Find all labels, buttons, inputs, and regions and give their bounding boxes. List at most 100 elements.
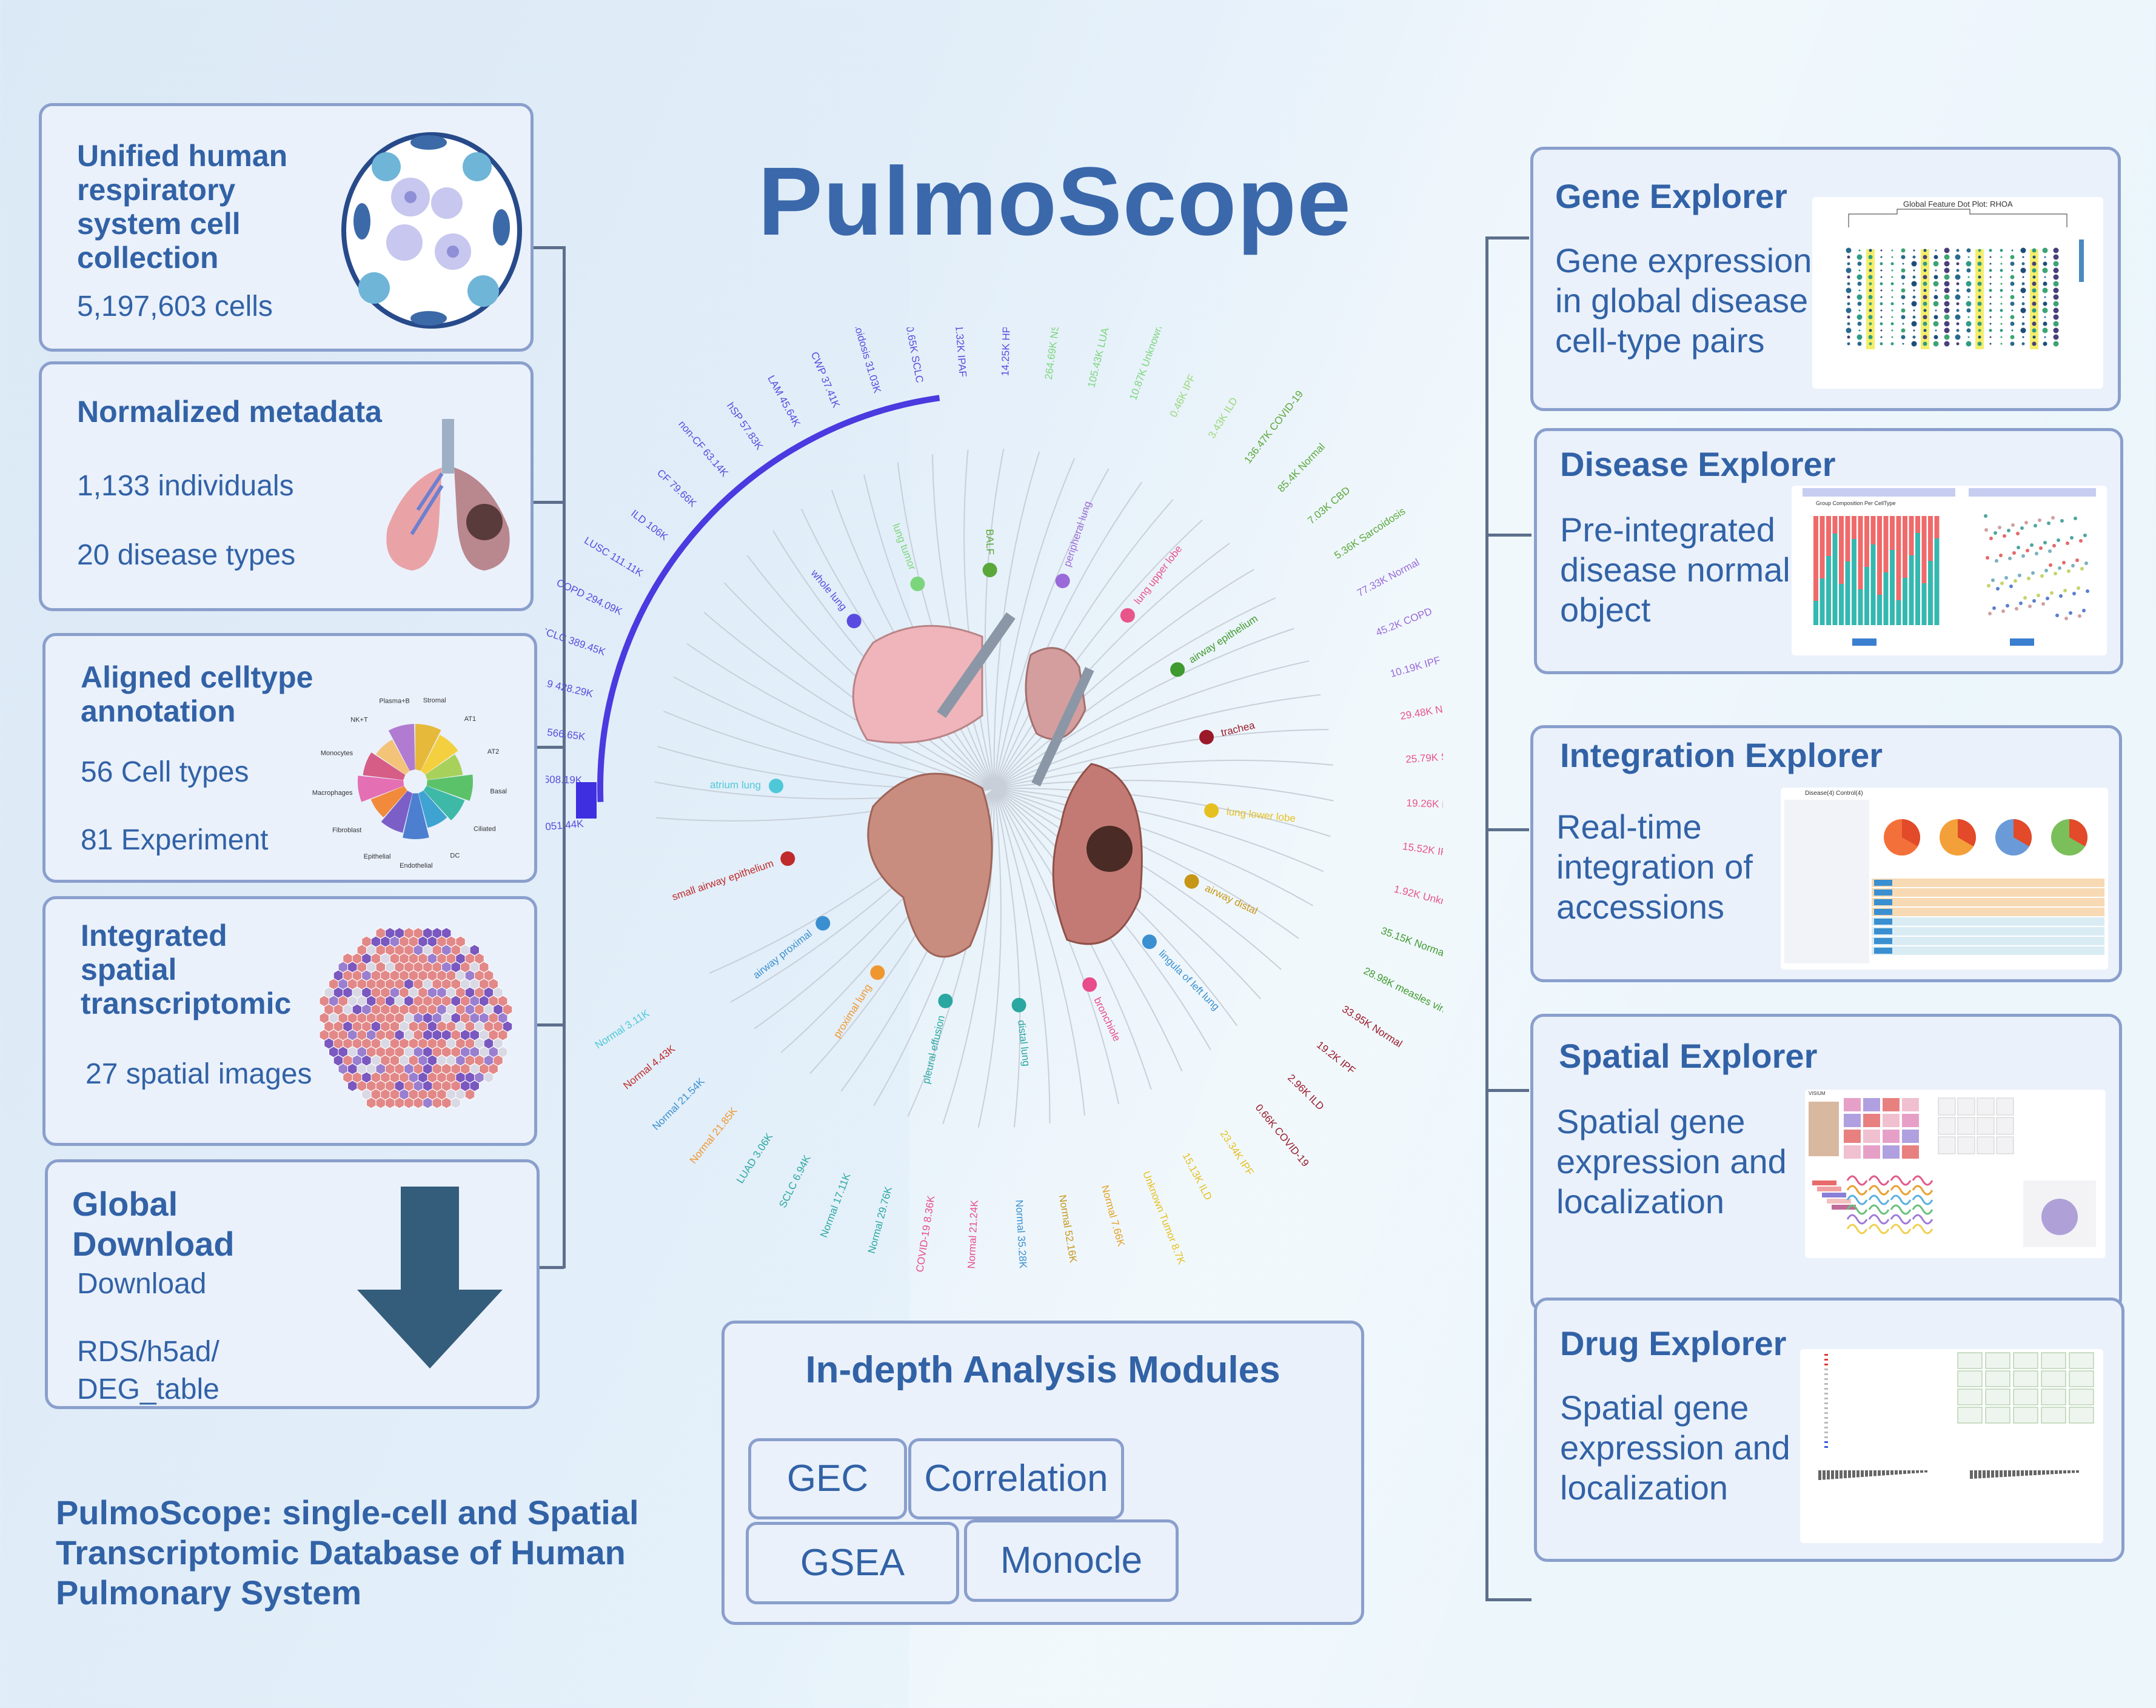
umap-point — [2048, 549, 2052, 553]
gene-explorer-card[interactable]: Gene Explorer Gene expression in global … — [1530, 147, 2121, 411]
module-gsea-button[interactable]: GSEA — [746, 1522, 959, 1604]
drug-rank-bar — [1824, 1422, 1828, 1424]
hex-spot — [385, 1097, 395, 1109]
moa-bar — [2067, 1470, 2071, 1473]
dot — [2011, 249, 2014, 252]
dot — [1944, 321, 1950, 327]
radial-label: 15.13K ILD — [1180, 1151, 1214, 1202]
hex-spot — [441, 1097, 452, 1109]
umap-panel — [1996, 1117, 2014, 1135]
umap-point — [2026, 549, 2029, 552]
umap-point — [2051, 516, 2055, 520]
dotplot-thumbnail[interactable]: Global Feature Dot Plot: RHOA — [1812, 197, 2103, 389]
download-arrow-icon[interactable] — [357, 1187, 503, 1368]
dot — [1944, 274, 1950, 280]
tissue-label: proximal lung — [831, 982, 874, 1040]
dot — [2000, 249, 2003, 252]
wheel-segment — [370, 786, 407, 818]
drug-mini-plot — [2069, 1388, 2094, 1405]
wheel-label: Monocytes — [321, 749, 353, 757]
tree-branch — [994, 569, 1254, 789]
integration-explorer-card[interactable]: Integration Explorer Real-time integrati… — [1530, 725, 2122, 982]
color-scale — [2079, 239, 2084, 282]
umap-point — [2043, 541, 2047, 544]
download-formats[interactable]: RDS/h5ad/ DEG_table — [77, 1336, 219, 1405]
tissue-label: trachea — [1220, 719, 1256, 738]
ridge-line — [1912, 1204, 1933, 1215]
umap-panel — [1938, 1117, 1956, 1135]
highlight-column — [1975, 249, 1984, 349]
umap-point — [2004, 576, 2008, 580]
module-gec-button[interactable]: GEC — [748, 1438, 907, 1519]
dot — [2010, 315, 2015, 320]
umap-point — [2009, 584, 2013, 588]
dot — [1891, 256, 1893, 258]
spatial-thumbnail[interactable]: VISIUM — [1805, 1090, 2106, 1258]
bar-normal — [1832, 534, 1838, 625]
radial-label: 264.69K NSCLC — [1043, 327, 1064, 380]
dot — [1955, 334, 1961, 340]
radial-label: 23.34K IPF — [1218, 1128, 1256, 1177]
moa-bar — [1983, 1470, 1986, 1478]
wheel-label: AT1 — [464, 715, 476, 723]
radial-label: 5.36K Sarcoidosis — [1332, 505, 1407, 561]
module-correlation-button[interactable]: Correlation — [908, 1438, 1124, 1519]
moa-bar — [2004, 1470, 2007, 1477]
wheel-label: Endothelial — [400, 862, 432, 869]
disease-thumbnail[interactable]: Group Composition Per CellType — [1792, 486, 2107, 655]
moa-bar — [1831, 1470, 1834, 1479]
umap-point — [2016, 532, 2020, 535]
right-bracket-tick-1 — [1485, 236, 1529, 239]
wheel-label: DC — [450, 852, 460, 860]
dot — [1935, 249, 1937, 252]
umap-point — [2015, 607, 2018, 611]
integration-thumbnail[interactable]: Disease(4) Control(4) — [1781, 788, 2108, 970]
tissue-node — [1204, 803, 1219, 818]
dot — [1880, 316, 1883, 318]
moa-bar — [2046, 1470, 2049, 1475]
thumbnail-title: Group Composition Per CellType — [1816, 500, 1896, 506]
dot — [1847, 342, 1850, 346]
lung-illustration — [852, 625, 983, 744]
umap-point — [1995, 559, 1998, 563]
dot — [1846, 287, 1852, 293]
dot — [1869, 302, 1872, 306]
drug-thumbnail[interactable] — [1800, 1349, 2103, 1543]
dot — [1911, 301, 1917, 307]
dot — [1967, 316, 1970, 318]
spatial-panel — [1883, 1114, 1900, 1127]
page-title: PulmoScope — [758, 147, 1352, 255]
moa-bar — [2055, 1470, 2058, 1474]
heatmap-row — [1827, 1199, 1851, 1204]
umap-panel — [1938, 1097, 1956, 1116]
drug-rank-bar — [1824, 1432, 1828, 1433]
bar-normal — [1839, 584, 1844, 625]
wheel-segment — [403, 793, 429, 839]
moa-bar — [1861, 1470, 1864, 1477]
moa-bar — [1899, 1470, 1902, 1475]
disease-explorer-card[interactable]: Disease Explorer Pre-integrated disease … — [1534, 428, 2123, 674]
dot — [1933, 315, 1938, 320]
spatial-explorer-card[interactable]: Spatial Explorer Spatial gene expression… — [1530, 1014, 2122, 1312]
tree-branch — [994, 788, 1051, 1124]
moa-bar — [1890, 1470, 1893, 1475]
tissue-node — [1184, 874, 1199, 889]
dot — [1913, 249, 1915, 252]
radial-label: Normal 21.24K — [965, 1199, 980, 1269]
drug-explorer-card[interactable]: Drug Explorer Spatial gene expression an… — [1534, 1298, 2124, 1562]
umap-point — [2074, 517, 2077, 520]
moa-bar — [1912, 1470, 1915, 1473]
moa-bar — [1907, 1470, 1910, 1474]
dot — [1933, 281, 1939, 287]
umap-point — [2020, 526, 2024, 530]
drug-rank-bar — [1824, 1364, 1828, 1365]
radial-label: COVID-19 428.29K — [546, 668, 595, 700]
module-monocle-button[interactable]: Monocle — [964, 1519, 1179, 1602]
dot — [2053, 254, 2059, 260]
dot — [1944, 261, 1950, 267]
bar-disease — [1890, 516, 1895, 550]
dot — [1869, 249, 1872, 252]
heatmap-row — [1817, 1187, 1841, 1191]
cell-collection-illustration — [341, 132, 522, 329]
drug-mini-plot — [2069, 1352, 2094, 1369]
